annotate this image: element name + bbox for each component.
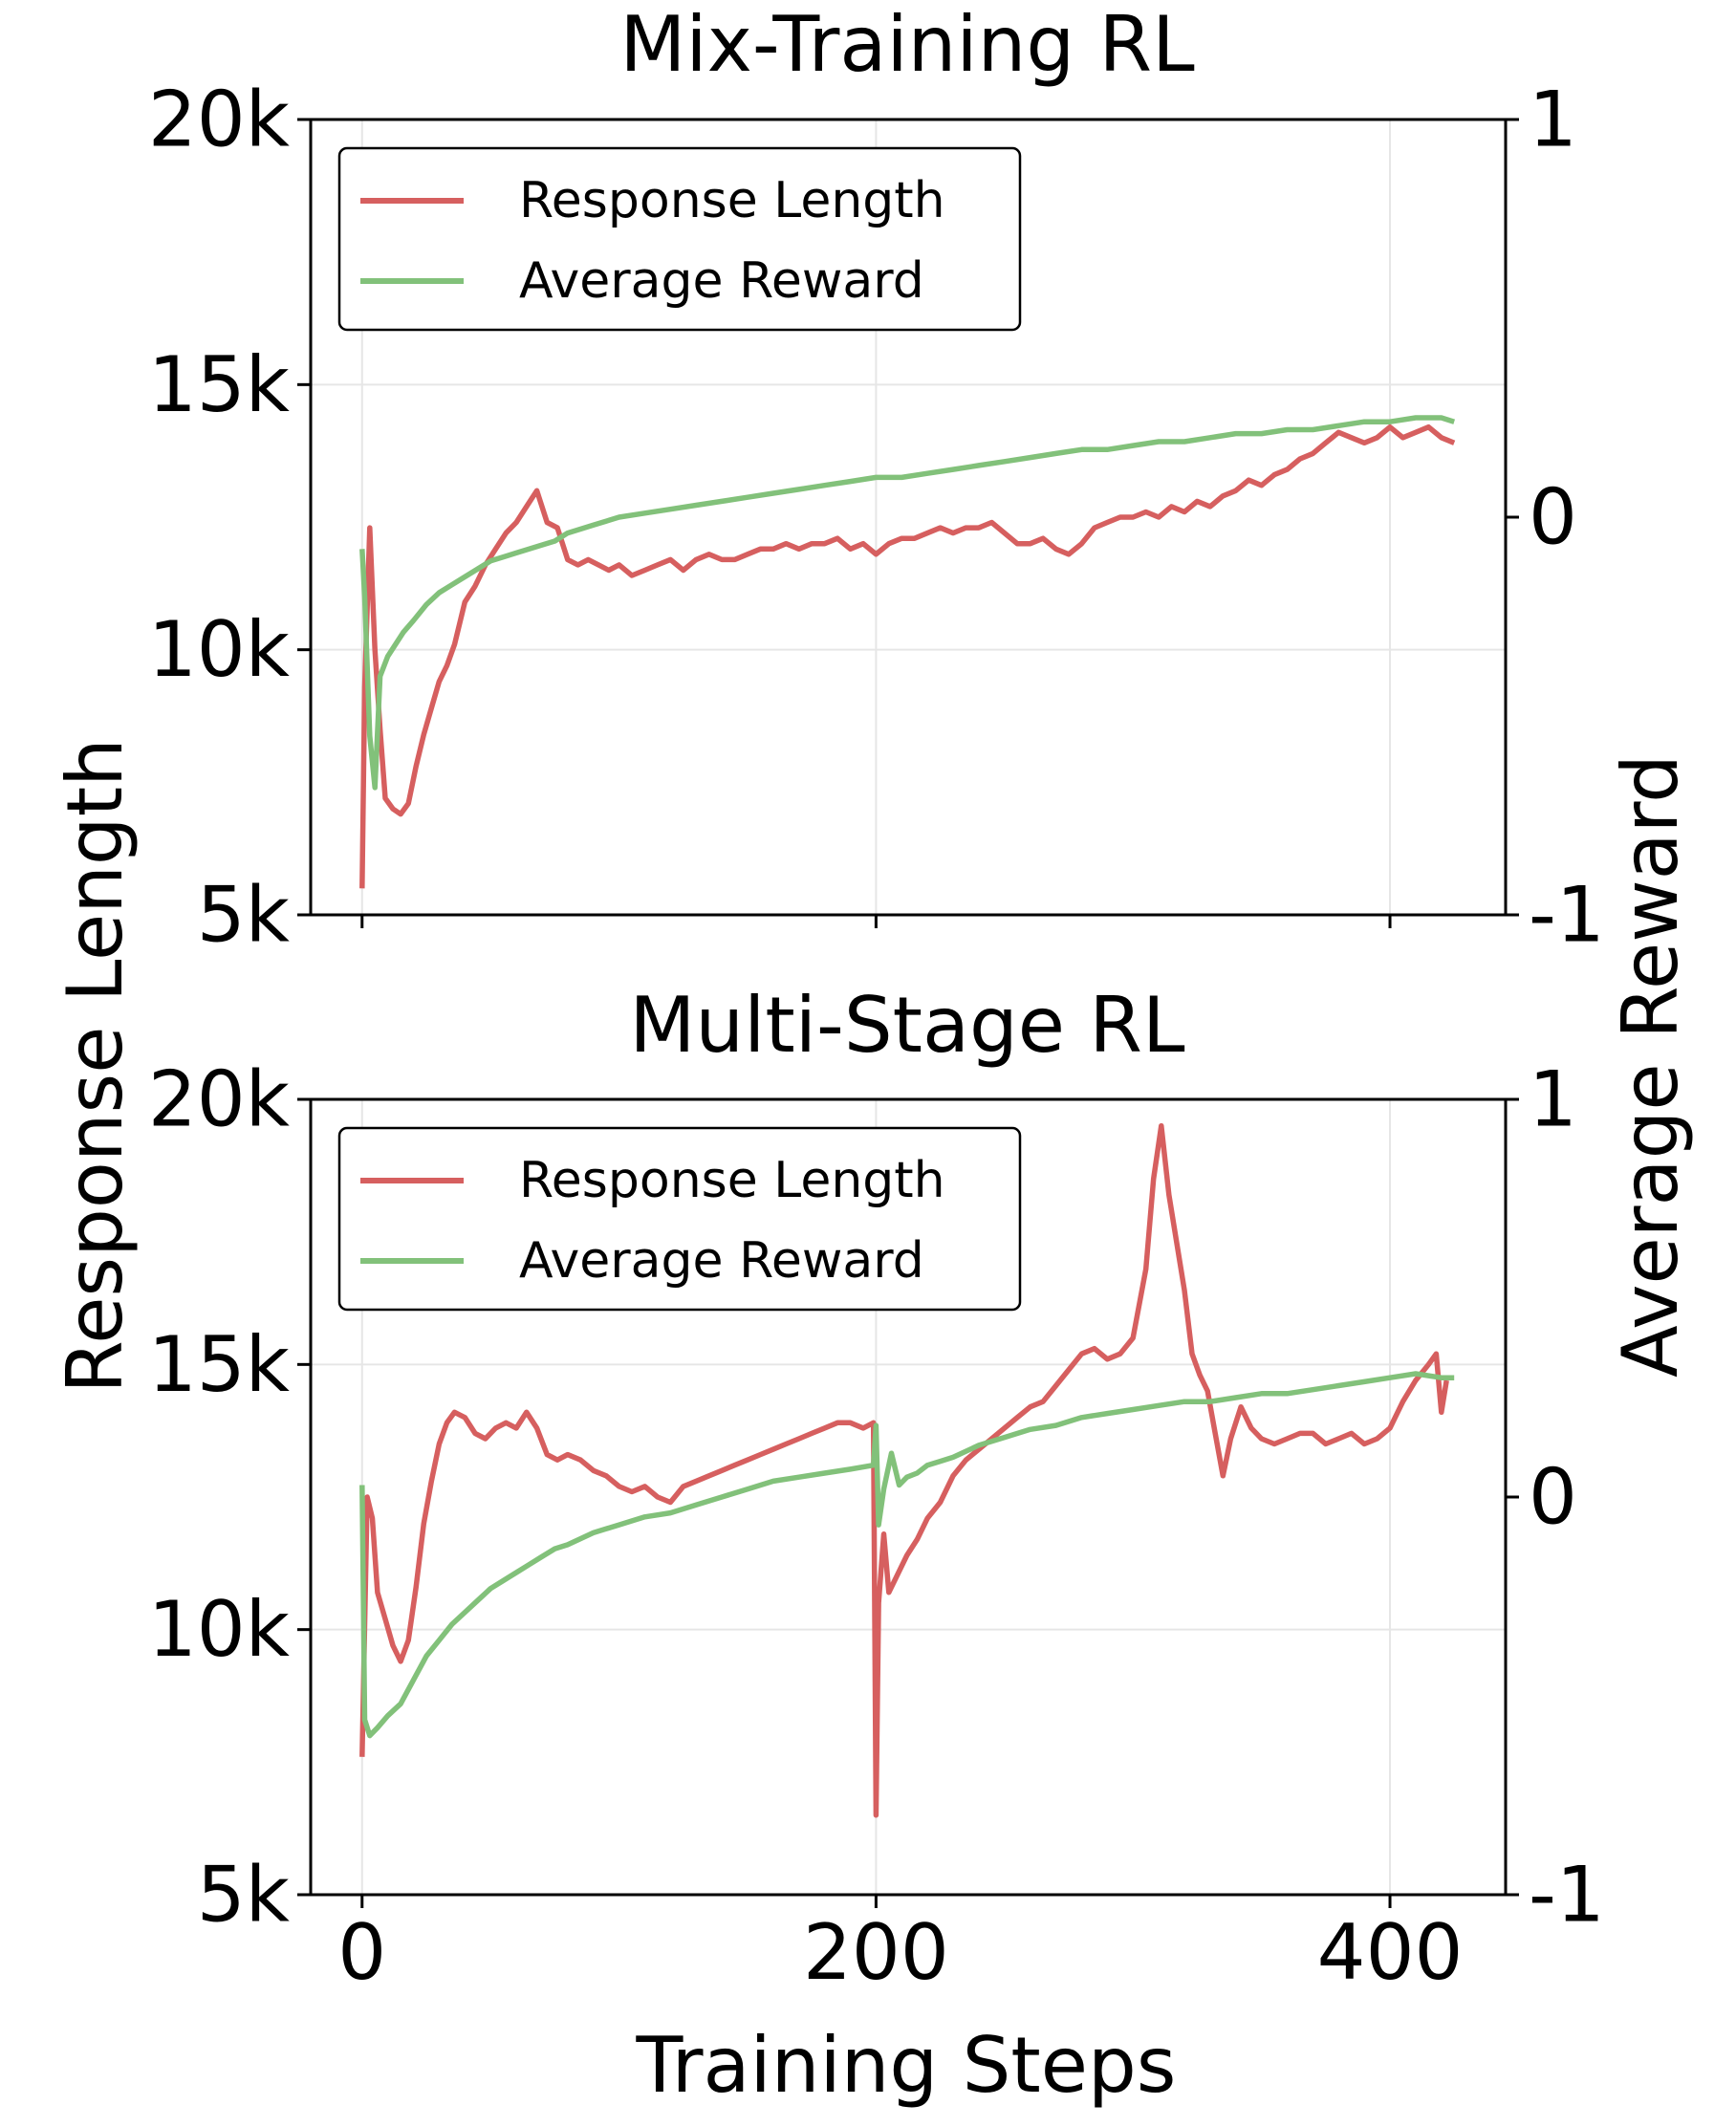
legend-label-response-length: Response Length bbox=[519, 1152, 945, 1209]
x-axis-label: Training Steps bbox=[636, 2021, 1177, 2110]
panel-title: Mix-Training RL bbox=[619, 0, 1195, 89]
series-line-response-length bbox=[359, 423, 1456, 889]
panel-title: Multi-Stage RL bbox=[629, 981, 1185, 1070]
y-left-tick-label: 20k bbox=[148, 1055, 291, 1144]
y-right-tick-label: -1 bbox=[1529, 1851, 1605, 1940]
series-line-average-reward bbox=[359, 415, 1456, 791]
y-right-tick-label: 1 bbox=[1529, 76, 1577, 164]
legend: Response Length Average Reward bbox=[337, 1126, 1022, 1312]
series-line-response-length bbox=[359, 1122, 1449, 1818]
legend-label-response-length: Response Length bbox=[519, 172, 945, 229]
y-right-tick-label: 0 bbox=[1529, 473, 1577, 562]
y-left-tick-label: 5k bbox=[197, 871, 291, 960]
y-axis-label-left: Response Length bbox=[51, 738, 140, 1394]
y-left-tick-label: 15k bbox=[148, 340, 291, 429]
y-right-tick-label: 0 bbox=[1529, 1453, 1577, 1542]
legend-label-average-reward: Average Reward bbox=[519, 252, 924, 310]
series-group bbox=[359, 1122, 1455, 1818]
x-tick-label: 200 bbox=[803, 1908, 949, 1997]
panel-1: 5k 10k 15k 20k -1 0 1 Mix-Training RL Response L… bbox=[148, 0, 1605, 960]
legend-box bbox=[337, 146, 1022, 332]
y-left-tick-label: 5k bbox=[197, 1851, 291, 1940]
y-left-tick-label: 10k bbox=[148, 605, 291, 694]
legend-box bbox=[337, 1126, 1022, 1312]
legend-label-average-reward: Average Reward bbox=[519, 1232, 924, 1290]
y-left-tick-label: 15k bbox=[148, 1320, 291, 1409]
x-tick-label: 400 bbox=[1317, 1908, 1464, 1997]
series-group bbox=[359, 415, 1456, 889]
x-tick-label: 0 bbox=[337, 1908, 386, 1997]
panel-2: 5k 10k 15k 20k -1 0 1 0 200 400 Multi-Stage RL Resp… bbox=[148, 981, 1605, 1997]
y-left-tick-label: 20k bbox=[148, 76, 291, 164]
y-right-tick-label: 1 bbox=[1529, 1055, 1577, 1144]
y-axis-label-right: Average Reward bbox=[1606, 754, 1695, 1378]
series-line-average-reward bbox=[359, 1371, 1455, 1739]
legend: Response Length Average Reward bbox=[337, 146, 1022, 332]
y-right-tick-label: -1 bbox=[1529, 871, 1605, 960]
y-left-tick-label: 10k bbox=[148, 1585, 291, 1674]
